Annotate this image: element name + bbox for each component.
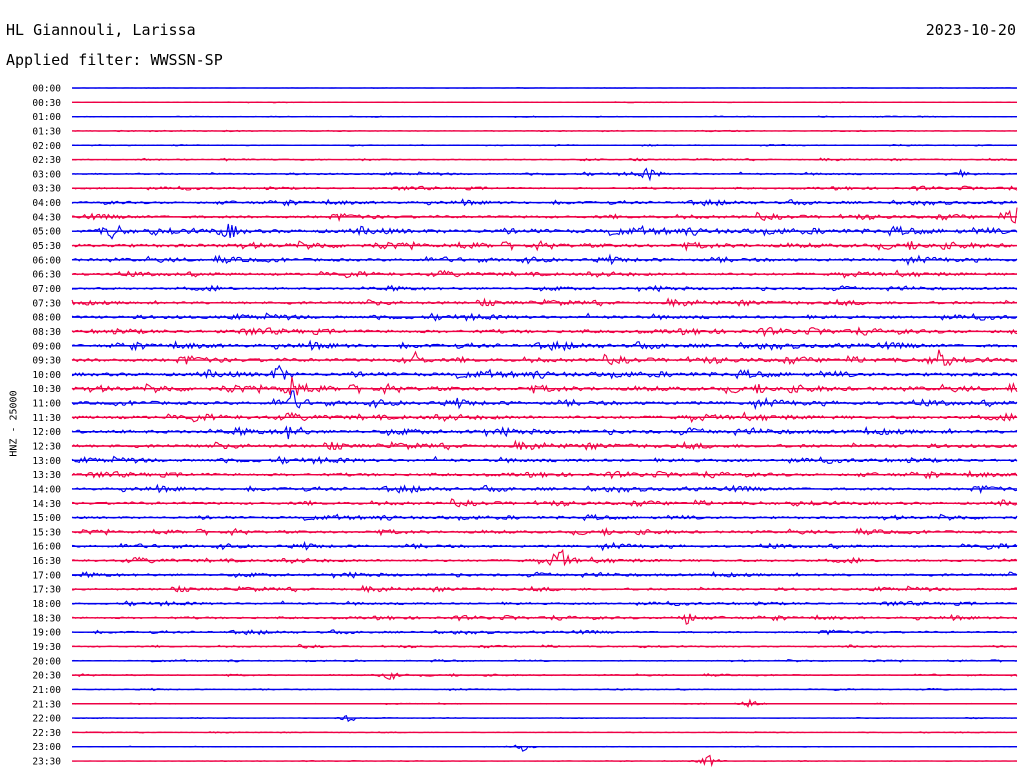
row-time-label: 11:00 — [32, 399, 61, 410]
row-time-label: 04:00 — [32, 198, 61, 209]
row-time-label: 00:00 — [32, 84, 61, 95]
row-time-label: 22:30 — [32, 728, 61, 739]
trace-row-0430 — [71, 207, 1018, 224]
trace-row-2330 — [71, 754, 1018, 768]
trace-row-1000 — [71, 364, 1018, 380]
row-time-label: 14:00 — [32, 484, 61, 495]
date-label: 2023-10-20 — [925, 21, 1016, 39]
trace-row-1200 — [71, 425, 1018, 440]
row-time-label: 23:30 — [32, 757, 61, 768]
row-time-label: 12:30 — [32, 442, 61, 453]
row-time-label: 16:00 — [32, 542, 61, 553]
row-time-label: 20:00 — [32, 656, 61, 667]
row-time-label: 22:00 — [32, 714, 61, 725]
row-time-label: 21:30 — [32, 699, 61, 710]
row-time-label: 07:00 — [32, 284, 61, 295]
row-time-label: 07:30 — [32, 298, 61, 309]
trace-row-1030 — [71, 376, 1018, 396]
filter-label: Applied filter: WWSSN-SP — [6, 51, 223, 69]
trace-row-1100 — [71, 390, 1018, 411]
trace-row-1630 — [71, 548, 1018, 567]
row-time-label: 03:00 — [32, 169, 61, 180]
row-time-label: 05:30 — [32, 241, 61, 252]
trace-row-2030 — [71, 672, 1018, 681]
row-time-label: 17:00 — [32, 570, 61, 581]
row-time-label: 18:00 — [32, 599, 61, 610]
row-time-label: 02:30 — [32, 155, 61, 166]
row-time-label: 10:00 — [32, 370, 61, 381]
row-time-label: 12:00 — [32, 427, 61, 438]
row-time-label: 06:30 — [32, 270, 61, 281]
row-time-label: 18:30 — [32, 613, 61, 624]
row-time-label: 01:00 — [32, 112, 61, 123]
row-time-label: 14:30 — [32, 499, 61, 510]
row-time-label: 01:30 — [32, 126, 61, 137]
row-time-label: 20:30 — [32, 671, 61, 682]
row-time-label: 19:00 — [32, 628, 61, 639]
trace-row-1830 — [71, 613, 1017, 625]
row-time-label: 17:30 — [32, 585, 61, 596]
row-time-label: 23:00 — [32, 742, 61, 753]
row-time-label: 06:00 — [32, 255, 61, 266]
row-time-label: 19:30 — [32, 642, 61, 653]
row-time-label: 10:30 — [32, 384, 61, 395]
row-time-label: 08:30 — [32, 327, 61, 338]
row-time-label: 21:00 — [32, 685, 61, 696]
time-tick-labels: 00:00 00:30 01:00 01:30 02:00 02:30 03:00 03:30… — [32, 84, 61, 768]
row-time-label: 08:00 — [32, 313, 61, 324]
row-time-label: 05:00 — [32, 227, 61, 238]
row-time-label: 15:00 — [32, 513, 61, 524]
row-time-label: 16:30 — [32, 556, 61, 567]
seismic-traces — [71, 87, 1018, 768]
row-time-label: 15:30 — [32, 527, 61, 538]
row-time-label: 13:30 — [32, 470, 61, 481]
row-time-label: 11:30 — [32, 413, 61, 424]
row-time-label: 03:30 — [32, 184, 61, 195]
station-title: HL Giannouli, Larissa — [6, 21, 196, 39]
row-time-label: 02:00 — [32, 141, 61, 152]
row-time-label: 09:00 — [32, 341, 61, 352]
trace-row-0930 — [71, 349, 1018, 367]
trace-row-0900 — [71, 339, 1018, 352]
row-time-label: 13:00 — [32, 456, 61, 467]
row-time-label: 09:30 — [32, 356, 61, 367]
row-time-label: 04:30 — [32, 212, 61, 223]
row-time-label: 00:30 — [32, 98, 61, 109]
